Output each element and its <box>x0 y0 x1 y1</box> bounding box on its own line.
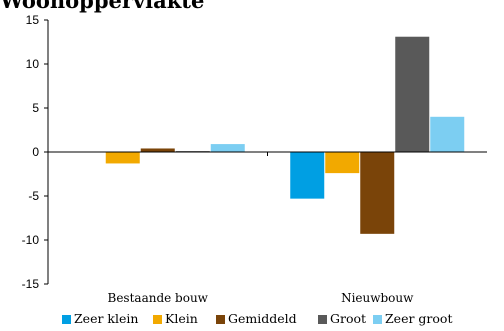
y-tick-label: 0 <box>32 145 39 159</box>
x-category-label: Nieuwbouw <box>341 291 414 305</box>
y-tick-label: -15 <box>22 277 40 291</box>
bar-groot-2 <box>395 36 430 152</box>
bar-zeer-klein-2 <box>290 152 325 199</box>
bar-gemiddeld-2 <box>360 152 395 234</box>
legend-swatch-groot <box>318 315 327 324</box>
y-tick-label: 15 <box>26 13 40 27</box>
legend-label-gemiddeld: Gemiddeld <box>228 311 297 326</box>
y-tick-label: 5 <box>32 101 39 115</box>
legend-swatch-klein <box>153 315 162 324</box>
bar-zeer-groot-1 <box>210 144 245 152</box>
plot-area: 15 10 5 0 -5 -10 -15 Bestaande bouw Nieuwbouw <box>22 13 487 305</box>
x-category-label: Bestaande bouw <box>108 291 209 305</box>
bar-klein-2 <box>325 152 360 174</box>
bar-zeer-groot-2 <box>430 116 465 152</box>
y-tick-label: -5 <box>28 189 39 203</box>
legend-label-groot: Groot <box>330 311 366 326</box>
bar-gemiddeld-1 <box>140 148 175 152</box>
legend: Zeer klein Klein Gemiddeld Groot Zeer groot <box>62 311 452 326</box>
legend-swatch-zeer-groot <box>373 315 382 324</box>
legend-swatch-gemiddeld <box>216 315 225 324</box>
chart-title: Woonoppervlakte <box>0 0 204 13</box>
legend-label-klein: Klein <box>165 311 198 326</box>
y-tick-label: 10 <box>26 57 40 71</box>
bar-klein-1 <box>105 152 140 164</box>
y-tick-label: -10 <box>22 233 40 247</box>
legend-label-zeer-klein: Zeer klein <box>74 311 138 326</box>
legend-swatch-zeer-klein <box>62 315 71 324</box>
legend-label-zeer-groot: Zeer groot <box>385 311 452 326</box>
